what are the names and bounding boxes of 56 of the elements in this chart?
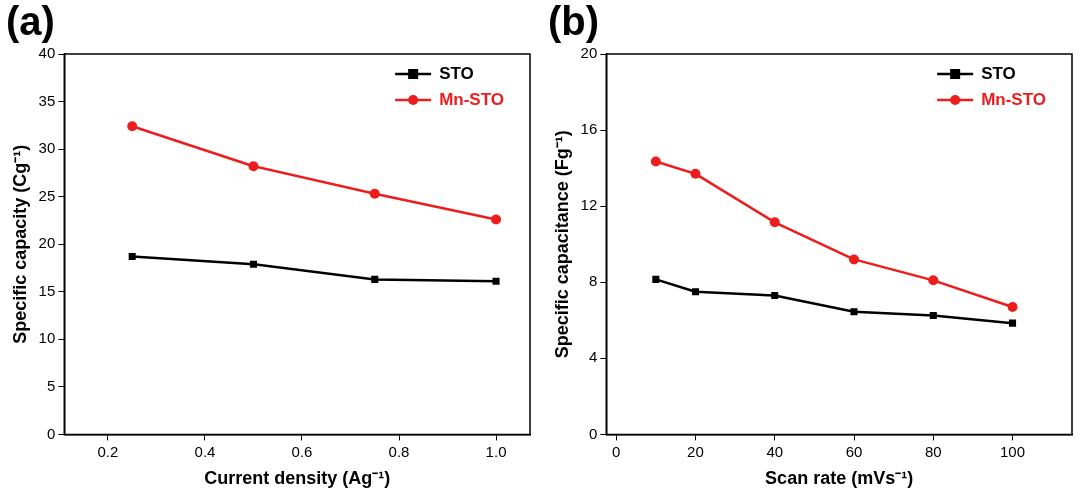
- x-tick-label: 100: [1000, 442, 1026, 460]
- y-tick-label: 12: [580, 196, 598, 214]
- point: [1007, 301, 1018, 312]
- point: [652, 275, 660, 283]
- point: [128, 253, 136, 261]
- point: [850, 308, 858, 316]
- x-tick-label: 60: [845, 442, 863, 460]
- y-tick-label: 30: [38, 139, 56, 157]
- legend-label: Mn-STO: [981, 89, 1047, 109]
- y-tick-label: 16: [580, 120, 598, 138]
- x-tick-label: 0.8: [388, 442, 410, 460]
- point: [369, 188, 380, 199]
- point: [1009, 319, 1017, 327]
- legend-label: STO: [981, 63, 1016, 83]
- y-tick-label: 5: [46, 376, 56, 394]
- y-tick-label: 35: [38, 91, 56, 109]
- y-tick-label: 20: [580, 44, 598, 62]
- x-tick-label: 0.4: [194, 442, 216, 460]
- point: [127, 121, 138, 132]
- point: [248, 161, 259, 172]
- point: [928, 275, 939, 286]
- point: [771, 292, 779, 300]
- point: [929, 311, 937, 320]
- point: [650, 156, 661, 167]
- y-tick-label: 8: [588, 272, 598, 290]
- point: [249, 260, 258, 268]
- point: [769, 217, 780, 228]
- legend-label: STO: [439, 63, 474, 83]
- point: [849, 254, 860, 265]
- point: [691, 288, 699, 296]
- x-tick-label: 40: [766, 442, 784, 460]
- x-tick-label: 0.6: [291, 442, 313, 460]
- x-tick-label: 0: [612, 442, 621, 460]
- x-tick-label: 20: [687, 442, 704, 460]
- y-tick-label: 10: [38, 329, 56, 347]
- chart-title: (a): [6, 0, 55, 44]
- y-tick-label: 40: [38, 44, 56, 62]
- chart-title: (b): [548, 0, 600, 44]
- legend-label: Mn-STO: [439, 89, 505, 109]
- x-tick-label: 0.2: [97, 442, 119, 460]
- point: [371, 275, 379, 283]
- y-axis-title: Specific capacitance (Fg⁻¹): [551, 130, 572, 359]
- point: [492, 277, 500, 285]
- y-axis-title: Specific capacity (Cg⁻¹): [9, 144, 30, 344]
- point: [491, 214, 502, 225]
- y-tick-label: 25: [38, 186, 56, 204]
- point: [690, 168, 701, 179]
- y-tick-label: 0: [46, 424, 56, 442]
- x-axis-title: Scan rate (mVs⁻¹): [765, 468, 914, 489]
- x-axis-title: Current density (Ag⁻¹): [204, 468, 391, 489]
- x-tick-label: 80: [924, 442, 942, 460]
- y-tick-label: 4: [588, 348, 598, 366]
- y-tick-label: 20: [38, 234, 56, 252]
- y-tick-label: 0: [588, 424, 598, 442]
- x-tick-label: 1.0: [485, 442, 507, 460]
- y-tick-label: 15: [38, 281, 56, 299]
